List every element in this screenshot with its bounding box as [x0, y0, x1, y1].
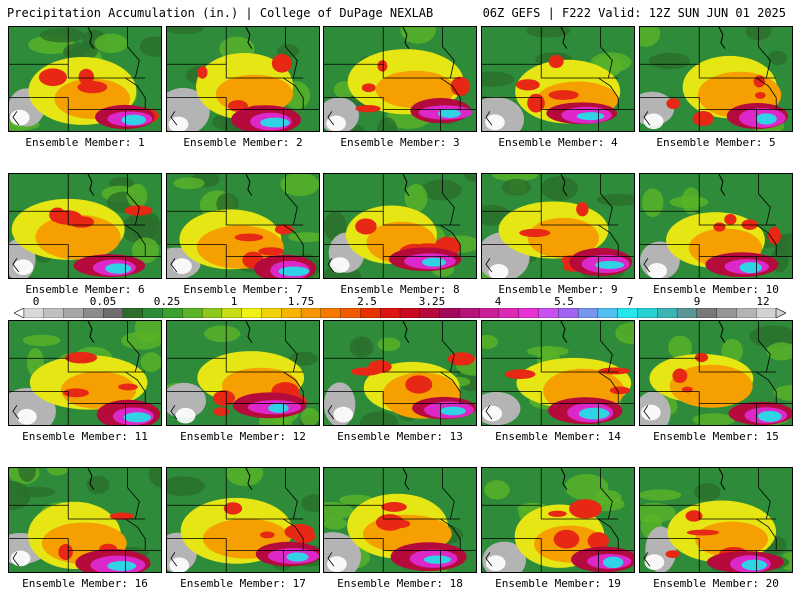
ensemble-member-label: Ensemble Member: 20: [653, 577, 779, 590]
ensemble-member-label: Ensemble Member: 8: [340, 283, 460, 296]
ensemble-member-label: Ensemble Member: 4: [498, 136, 618, 149]
precip-map: [167, 174, 319, 278]
ensemble-member-label: Ensemble Member: 18: [337, 577, 463, 590]
ensemble-member-label: Ensemble Member: 14: [495, 430, 621, 443]
ensemble-panel-20: [639, 467, 793, 573]
colorbar-tick-label: 12: [756, 295, 770, 308]
colorbar-tick-label: 7: [626, 295, 634, 308]
precip-map: [640, 27, 792, 131]
ensemble-panel-6: [8, 173, 162, 279]
ensemble-member-label: Ensemble Member: 11: [22, 430, 148, 443]
ensemble-panel-16: [8, 467, 162, 573]
precip-map: [9, 174, 161, 278]
colorbar-tick-label: 1.75: [287, 295, 315, 308]
ensemble-panel-1: [8, 26, 162, 132]
ensemble-member-label: Ensemble Member: 6: [25, 283, 145, 296]
ensemble-panel-9: [481, 173, 635, 279]
ensemble-member-label: Ensemble Member: 3: [340, 136, 460, 149]
ensemble-member-label: Ensemble Member: 15: [653, 430, 779, 443]
chart-title: Precipitation Accumulation (in.) | Colle…: [7, 6, 434, 20]
ensemble-member-label: Ensemble Member: 7: [183, 283, 303, 296]
precip-map: [9, 321, 161, 425]
ensemble-panel-2: [166, 26, 320, 132]
precip-map: [324, 174, 476, 278]
precip-map: [640, 174, 792, 278]
ensemble-member-label: Ensemble Member: 12: [180, 430, 306, 443]
precip-map: [324, 321, 476, 425]
precip-map: [640, 321, 792, 425]
ensemble-member-label: Ensemble Member: 2: [183, 136, 303, 149]
precip-map: [482, 321, 634, 425]
ensemble-panel-17: [166, 467, 320, 573]
model-run-info: 06Z GEFS | F222 Valid: 12Z SUN JUN 01 20…: [482, 6, 786, 20]
colorbar-tick-label: 0.25: [153, 295, 181, 308]
ensemble-panel-7: [166, 173, 320, 279]
ensemble-member-label: Ensemble Member: 10: [653, 283, 779, 296]
precip-map: [167, 321, 319, 425]
ensemble-panel-8: [323, 173, 477, 279]
ensemble-member-label: Ensemble Member: 1: [25, 136, 145, 149]
ensemble-panel-3: [323, 26, 477, 132]
precip-map: [167, 27, 319, 131]
colorbar-tick-label: 3.25: [418, 295, 446, 308]
ensemble-member-label: Ensemble Member: 19: [495, 577, 621, 590]
colorbar-tick-label: 0: [32, 295, 40, 308]
ensemble-member-label: Ensemble Member: 5: [656, 136, 776, 149]
precip-map: [9, 27, 161, 131]
ensemble-panel-18: [323, 467, 477, 573]
ensemble-member-label: Ensemble Member: 16: [22, 577, 148, 590]
ensemble-panel-13: [323, 320, 477, 426]
colorbar-tick-label: 0.05: [89, 295, 117, 308]
colorbar-tick-label: 4: [494, 295, 502, 308]
colorbar-tick-label: 9: [693, 295, 701, 308]
ensemble-panel-4: [481, 26, 635, 132]
precip-colorbar: [14, 308, 786, 318]
precip-map: [482, 174, 634, 278]
precip-map: [482, 27, 634, 131]
precip-map: [9, 468, 161, 572]
ensemble-panel-15: [639, 320, 793, 426]
ensemble-panel-11: [8, 320, 162, 426]
colorbar-tick-label: 1: [230, 295, 238, 308]
colorbar-tick-label: 2.5: [357, 295, 377, 308]
precip-map: [482, 468, 634, 572]
precip-map: [324, 27, 476, 131]
colorbar-tick-label: 5.5: [554, 295, 574, 308]
precip-map: [167, 468, 319, 572]
ensemble-member-label: Ensemble Member: 17: [180, 577, 306, 590]
precip-map: [640, 468, 792, 572]
ensemble-panel-12: [166, 320, 320, 426]
ensemble-panel-5: [639, 26, 793, 132]
ensemble-panel-10: [639, 173, 793, 279]
ensemble-member-label: Ensemble Member: 13: [337, 430, 463, 443]
ensemble-member-label: Ensemble Member: 9: [498, 283, 618, 296]
precip-map: [324, 468, 476, 572]
ensemble-panel-14: [481, 320, 635, 426]
ensemble-panel-19: [481, 467, 635, 573]
